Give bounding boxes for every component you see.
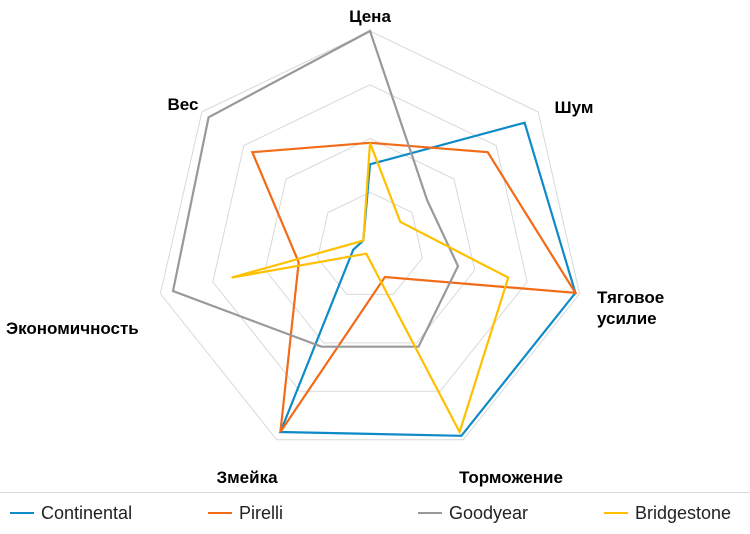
axis-label-6: Вес (168, 95, 199, 114)
grid-ring-1 (317, 191, 423, 295)
radar-grid (159, 30, 581, 441)
legend-label-continental: Continental (41, 502, 133, 523)
radar-chart: Цена Шум Тяговое усилие Торможение Змейка Экон… (6, 7, 664, 487)
series-line-bridgestone (231, 142, 510, 435)
legend-item-continental: Continental (10, 502, 132, 524)
axis-label-3: Торможение (459, 468, 563, 487)
axis-labels: Цена Шум Тяговое усилие Торможение Змейка Экон… (6, 7, 664, 487)
legend: Continental Pirelli Goodyear Bridgestone (0, 492, 750, 534)
series-line-goodyear (171, 29, 460, 348)
legend-item-goodyear: Goodyear (418, 502, 528, 524)
grid-ring-4 (159, 30, 581, 441)
series-line-pirelli (250, 141, 578, 433)
legend-swatch-continental (10, 512, 34, 514)
legend-label-pirelli: Pirelli (239, 502, 284, 523)
legend-swatch-bridgestone (604, 512, 628, 514)
axis-label-0: Цена (349, 7, 391, 26)
legend-swatch-goodyear (418, 512, 442, 514)
axis-label-1: Шум (555, 98, 594, 117)
axis-label-2: Тяговое усилие (597, 288, 664, 328)
legend-label-bridgestone: Bridgestone (635, 502, 732, 523)
grid-ring-3 (212, 84, 528, 392)
axis-label-4: Змейка (216, 468, 278, 487)
series-layer (171, 29, 578, 437)
grid-ring-2 (264, 137, 476, 344)
legend-item-pirelli: Pirelli (208, 502, 283, 524)
legend-swatch-pirelli (208, 512, 232, 514)
series-line-continental (278, 121, 577, 437)
axis-label-5: Экономичность (6, 319, 139, 338)
legend-label-goodyear: Goodyear (449, 502, 529, 523)
legend-item-bridgestone: Bridgestone (604, 502, 731, 524)
legend-divider (0, 492, 750, 493)
